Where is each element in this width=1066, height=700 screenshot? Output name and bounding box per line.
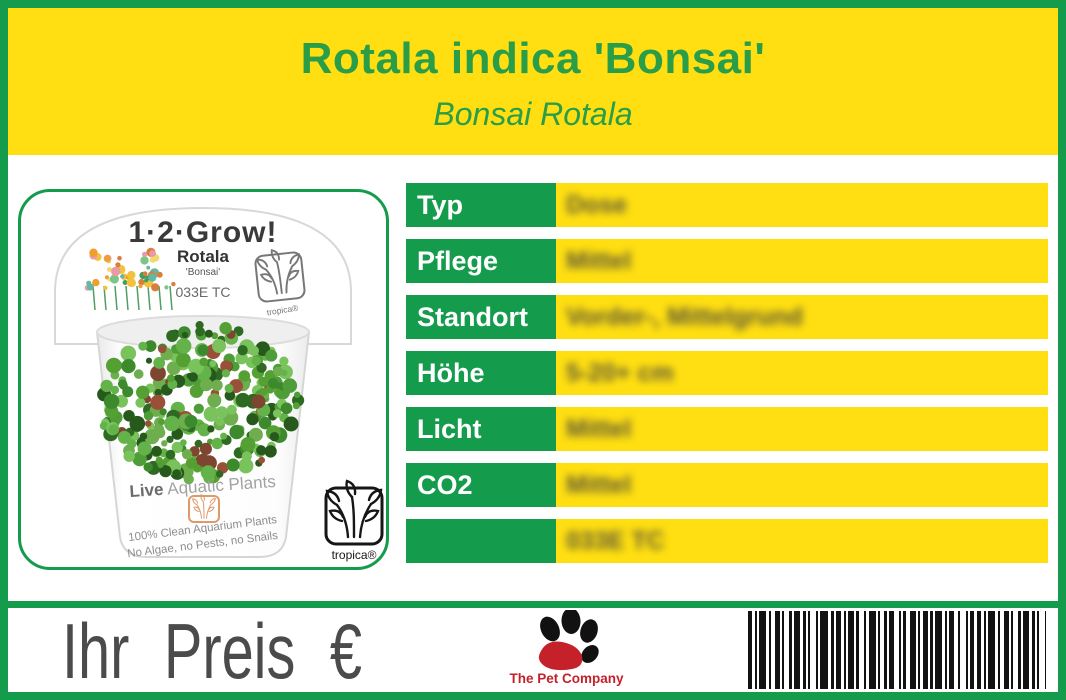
- row-label: Typ: [406, 183, 556, 227]
- lid-shape: [54, 206, 352, 345]
- page-subtitle: Bonsai Rotala: [433, 96, 633, 132]
- row-label: [406, 519, 556, 563]
- table-row: CO2 Mittel: [406, 463, 1048, 507]
- badge-text: tropica®: [332, 548, 377, 562]
- lid-item-code: 033E TC: [176, 284, 231, 300]
- table-row: Höhe 5-20+ cm: [406, 351, 1048, 395]
- barcode: [748, 611, 1046, 689]
- table-row: Standort Vorder-, Mittelgrund: [406, 295, 1048, 339]
- tropica-badge-icon: tropica®: [324, 479, 384, 562]
- footer-band: Ihr Preis € The Pet Company: [8, 607, 1058, 695]
- table-row: Licht Mittel: [406, 407, 1048, 451]
- row-value: Mittel: [556, 407, 1048, 451]
- row-label: Höhe: [406, 351, 556, 395]
- product-photo-drawing: 1·2·Grow! Rotala 'Bonsai' 033E TC tropic…: [54, 206, 384, 562]
- pot-print-line: Live Aquatic Plants: [129, 472, 276, 501]
- info-table: Typ Dose Pflege Mittel Standort Vorder-,…: [406, 183, 1048, 563]
- price-label: Ihr Preis €: [62, 607, 362, 695]
- product-photo: 1·2·Grow! Rotala 'Bonsai' 033E TC tropic…: [18, 189, 389, 570]
- row-value: Mittel: [556, 239, 1048, 283]
- tropica-orange-icon: [188, 494, 220, 523]
- row-label: Pflege: [406, 239, 556, 283]
- row-value: Dose: [556, 183, 1048, 227]
- table-row: Pflege Mittel: [406, 239, 1048, 283]
- row-label: Licht: [406, 407, 556, 451]
- row-label: CO2: [406, 463, 556, 507]
- header-band: Rotala indica 'Bonsai' Bonsai Rotala: [8, 8, 1058, 155]
- row-value: Mittel: [556, 463, 1048, 507]
- row-value: Vorder-, Mittelgrund: [556, 295, 1048, 339]
- paw-icon: [538, 610, 599, 671]
- table-row: Typ Dose: [406, 183, 1048, 227]
- plant-foliage: [97, 321, 305, 485]
- row-value: 5-20+ cm: [556, 351, 1048, 395]
- page-title: Rotala indica 'Bonsai': [300, 34, 766, 83]
- lid-variety: 'Bonsai': [186, 267, 220, 278]
- table-row: 033E TC: [406, 519, 1048, 563]
- row-label: Standort: [406, 295, 556, 339]
- row-value: 033E TC: [556, 519, 1048, 563]
- body-band: 1·2·Grow! Rotala 'Bonsai' 033E TC tropic…: [8, 155, 1058, 601]
- lid-brand: 1·2·Grow!: [128, 216, 277, 249]
- company-name: The Pet Company: [509, 671, 624, 686]
- flower-illustration-icon: [84, 247, 176, 311]
- lid-plant-name: Rotala: [177, 247, 230, 266]
